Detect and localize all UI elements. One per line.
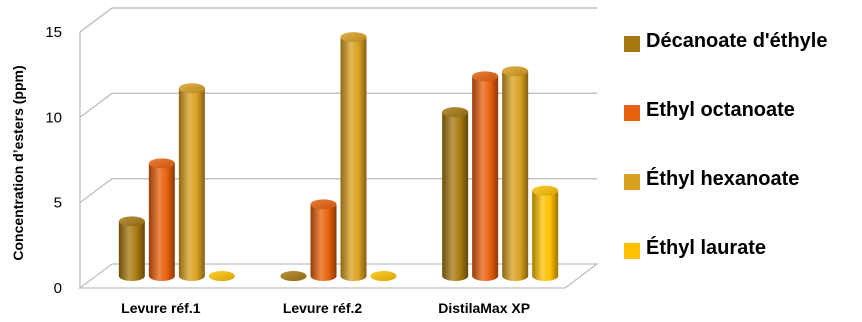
bar-4-2	[370, 271, 397, 281]
bar-top	[280, 271, 307, 281]
bar-3-3	[502, 66, 529, 281]
gridline	[79, 178, 597, 204]
x-category-label: DistilaMax XP	[438, 300, 530, 316]
gridline	[79, 92, 597, 118]
bar-2-1	[148, 158, 175, 281]
gridlines	[79, 7, 597, 204]
bar-3-1	[178, 83, 205, 282]
legend: Décanoate d'éthyle Ethyl octanoate Éthyl h…	[622, 22, 858, 298]
legend-label: Décanoate d'éthyle	[646, 30, 828, 52]
bars	[118, 32, 559, 282]
y-tick-label: 0	[54, 280, 62, 297]
bar-top	[532, 185, 559, 196]
bar-body	[178, 88, 205, 282]
legend-item: Ethyl octanoate	[622, 91, 858, 160]
bar-1-1	[118, 216, 145, 281]
bar-body	[532, 190, 559, 281]
bar-top	[148, 158, 175, 169]
bar-body	[340, 37, 367, 281]
bar-2-3	[472, 71, 499, 281]
legend-label: Ethyl octanoate	[646, 99, 795, 121]
bar-top	[178, 83, 205, 94]
legend-label: Éthyl hexanoate	[646, 168, 800, 190]
bar-1-3	[442, 107, 469, 281]
legend-swatch	[624, 174, 640, 190]
legend-label: Éthyl laurate	[646, 237, 767, 259]
bar-top	[370, 271, 397, 281]
back-wall-edge	[79, 7, 597, 33]
bar-top	[340, 32, 367, 43]
bar-4-1	[208, 271, 235, 281]
x-axis-labels: Levure réf.1 Levure réf.2 DistilaMax XP	[121, 300, 530, 316]
bar-body	[118, 221, 145, 281]
bar-top	[118, 216, 145, 227]
bar-top	[208, 271, 235, 281]
y-tick-label: 10	[45, 109, 62, 126]
legend-swatch	[624, 243, 640, 259]
x-category-label: Levure réf.2	[283, 300, 363, 316]
bar-top	[472, 71, 499, 82]
y-tick-label: 15	[45, 24, 62, 41]
legend-swatch	[624, 36, 640, 52]
legend-item: Éthyl laurate	[622, 229, 858, 298]
gridline	[79, 7, 597, 33]
legend-item: Décanoate d'éthyle	[622, 22, 858, 91]
legend-swatch	[624, 105, 640, 121]
y-axis-label: Concentration d’esters (ppm)	[10, 65, 26, 260]
bar-top	[502, 66, 529, 77]
bar-1-2	[280, 271, 307, 281]
bar-top	[310, 199, 337, 210]
bar-2-2	[310, 199, 337, 281]
bar-3-2	[340, 32, 367, 281]
y-axis-ticks: 0 5 10 15	[45, 24, 62, 297]
bar-body	[442, 112, 469, 281]
bar-body	[148, 163, 175, 281]
chart-plot: 0 5 10 15 Levure réf.1 Levure réf.2 DistilaMa…	[10, 7, 599, 316]
bar-body	[502, 71, 529, 281]
bar-body	[310, 204, 337, 281]
bar-4-3	[532, 185, 559, 281]
x-category-label: Levure réf.1	[121, 300, 201, 316]
bar-top	[442, 107, 469, 118]
bar-body	[472, 76, 499, 281]
y-tick-label: 5	[54, 195, 62, 212]
legend-item: Éthyl hexanoate	[622, 160, 858, 229]
